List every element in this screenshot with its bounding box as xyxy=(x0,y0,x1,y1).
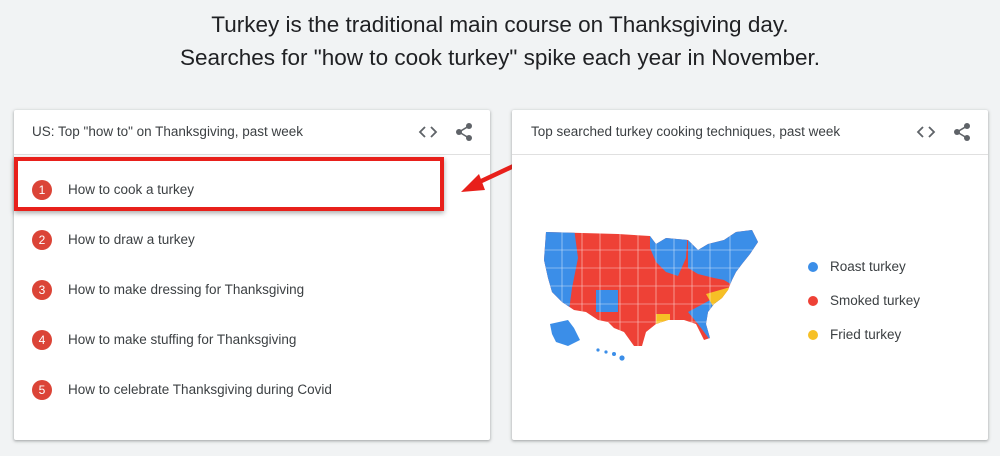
item-label[interactable]: How to cook a turkey xyxy=(68,182,195,197)
fried-dot-icon xyxy=(808,330,818,340)
legend-label: Smoked turkey xyxy=(830,293,921,308)
top-how-to-card: US: Top "how to" on Thanksgiving, past w… xyxy=(14,110,490,440)
rank-badge: 3 xyxy=(32,280,52,300)
card-header: Top searched turkey cooking techniques, … xyxy=(512,110,988,155)
smoked-dot-icon xyxy=(808,296,818,306)
rank-badge: 2 xyxy=(32,230,52,250)
item-label[interactable]: How to make stuffing for Thanksgiving xyxy=(68,332,297,347)
card-title: US: Top "how to" on Thanksgiving, past w… xyxy=(32,124,303,139)
headline-line-1: Turkey is the traditional main course on… xyxy=(211,12,789,37)
list-item[interactable]: 5 How to celebrate Thanksgiving during C… xyxy=(14,370,490,410)
legend-label: Fried turkey xyxy=(830,327,902,342)
share-icon[interactable] xyxy=(454,122,474,142)
card-header: US: Top "how to" on Thanksgiving, past w… xyxy=(14,110,490,155)
us-states-map[interactable] xyxy=(538,228,770,362)
cooking-techniques-card: Top searched turkey cooking techniques, … xyxy=(512,110,988,440)
rank-badge: 4 xyxy=(32,330,52,350)
legend-label: Roast turkey xyxy=(830,259,906,274)
headline: Turkey is the traditional main course on… xyxy=(0,8,1000,74)
list-item[interactable]: 1 How to cook a turkey xyxy=(14,170,490,210)
share-icon[interactable] xyxy=(952,122,972,142)
headline-line-2: Searches for "how to cook turkey" spike … xyxy=(179,45,821,70)
list-item[interactable]: 3 How to make dressing for Thanksgiving xyxy=(14,270,490,310)
highlight-box-annotation xyxy=(14,157,444,211)
roast-dot-icon xyxy=(808,262,818,272)
rank-badge: 1 xyxy=(32,180,52,200)
item-label[interactable]: How to celebrate Thanksgiving during Cov… xyxy=(68,382,332,397)
item-label[interactable]: How to make dressing for Thanksgiving xyxy=(68,282,305,297)
list-item[interactable]: 4 How to make stuffing for Thanksgiving xyxy=(14,320,490,360)
item-label[interactable]: How to draw a turkey xyxy=(68,232,195,247)
embed-code-icon[interactable] xyxy=(418,122,438,142)
rank-badge: 5 xyxy=(32,380,52,400)
list-item[interactable]: 2 How to draw a turkey xyxy=(14,220,490,260)
embed-code-icon[interactable] xyxy=(916,122,936,142)
card-title: Top searched turkey cooking techniques, … xyxy=(531,124,841,139)
